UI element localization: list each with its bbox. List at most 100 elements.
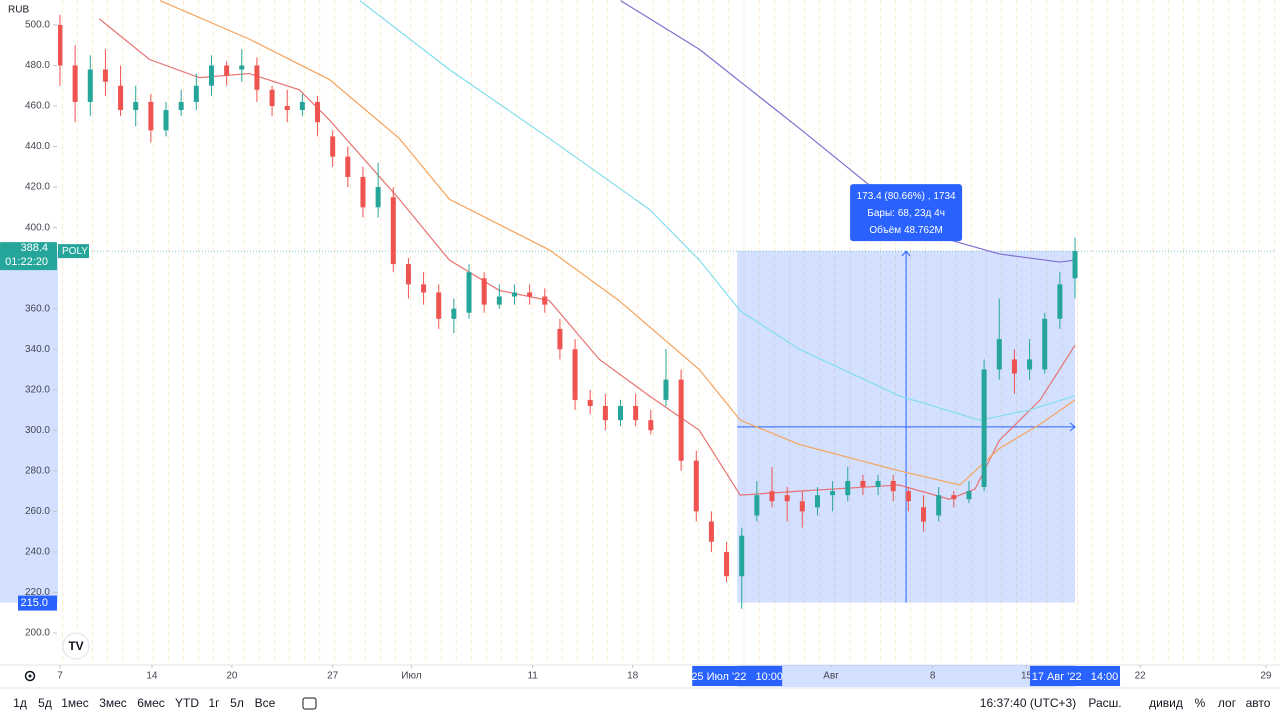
candle-body: [496, 296, 502, 305]
candle-body: [481, 278, 487, 305]
candle-body: [845, 480, 851, 496]
scale-option[interactable]: лог: [1218, 696, 1237, 710]
scale-option[interactable]: %: [1195, 696, 1206, 710]
measure-v-arrow: [901, 250, 911, 257]
plot: [58, 0, 1275, 609]
measure-text: 173.4 (80.66%) , 1734: [857, 191, 956, 202]
candle-body: [72, 65, 78, 102]
countdown: 01:22:20: [5, 256, 48, 268]
y-tick-label: 280.0: [25, 465, 50, 476]
candle-body: [436, 292, 442, 319]
candle-body: [1027, 359, 1033, 370]
candle-body: [239, 65, 245, 70]
x-tick-label: 29: [1260, 671, 1272, 682]
candle-body: [663, 379, 669, 400]
candle-body: [572, 349, 578, 400]
candle-body: [284, 106, 290, 111]
candle-body: [784, 495, 790, 502]
y-tick-label: 300.0: [25, 425, 50, 436]
settings-icon[interactable]: [24, 670, 36, 682]
candle-body: [315, 101, 321, 123]
time-tag: [1030, 666, 1121, 686]
currency[interactable]: RUB: [8, 5, 29, 16]
candle-body: [1072, 251, 1078, 279]
time-tag-label: 17 Авг '22 14:00: [1032, 671, 1119, 683]
candle-body: [602, 405, 608, 421]
measure-h-arrow: [1069, 422, 1076, 432]
moving-average: [359, 0, 1076, 421]
low-label: 215.0: [20, 597, 48, 609]
x-tick-label: Июл: [401, 671, 421, 682]
x-tick-label: 11: [527, 671, 538, 682]
x-tick-label: 18: [627, 671, 639, 682]
candle-body: [587, 399, 593, 406]
candle-body: [269, 89, 275, 107]
y-tick-label: 480.0: [25, 60, 50, 71]
candle-body: [830, 491, 836, 496]
scale-option[interactable]: авто: [1246, 696, 1271, 710]
scale-option[interactable]: дивид: [1149, 696, 1183, 710]
range-button[interactable]: 6мес: [137, 696, 165, 710]
candle-body: [58, 24, 63, 66]
candle-body: [178, 101, 184, 111]
x-tick-label: 22: [1135, 671, 1147, 682]
y-tick-label: 320.0: [25, 384, 50, 395]
y-tick-label: 220.0: [25, 587, 50, 598]
candle-body: [390, 197, 396, 265]
measure-text: Бары: 68, 23д 4ч: [867, 208, 945, 219]
y-tick-label: 400.0: [25, 222, 50, 233]
candle-body: [921, 507, 927, 522]
replay-icon[interactable]: [302, 697, 317, 710]
x-tick-label: 14: [146, 671, 158, 682]
symbol-tag: [58, 244, 89, 259]
range-button[interactable]: Все: [255, 696, 276, 710]
candle-body: [451, 308, 457, 319]
candle-body: [814, 495, 820, 508]
candle-body: [1011, 359, 1017, 374]
range-button[interactable]: 5д: [38, 696, 52, 710]
candle-body: [981, 369, 987, 488]
candle-body: [542, 296, 548, 305]
candle-body: [345, 156, 351, 177]
candle-body: [951, 495, 957, 500]
measure-tooltip: [850, 184, 963, 242]
candle-body: [299, 101, 305, 111]
range-button[interactable]: 3мес: [99, 696, 127, 710]
range-button[interactable]: 1г: [208, 696, 220, 710]
y-tick-label: 440.0: [25, 141, 50, 152]
range-button[interactable]: 1мес: [61, 696, 89, 710]
symbol: POLY: [62, 246, 88, 257]
candle-body: [360, 176, 366, 208]
candle-body: [799, 501, 805, 512]
last-price-tag: [0, 242, 57, 271]
candle-body: [724, 551, 730, 577]
range-button[interactable]: YTD: [175, 696, 199, 710]
candle-body: [527, 292, 533, 297]
candle-body: [648, 420, 654, 431]
last-price-label: 388.4: [20, 242, 48, 254]
time-highlight: [737, 665, 1076, 687]
candle-body: [996, 339, 1002, 370]
axis-highlight: [0, 251, 58, 603]
candle-body: [405, 264, 411, 285]
candle-body: [693, 460, 699, 512]
candle-body: [739, 535, 745, 577]
y-tick-label: 240.0: [25, 547, 50, 558]
candle-body: [148, 101, 154, 131]
candle-body: [375, 187, 381, 208]
candle-body: [193, 85, 199, 102]
candle-body: [102, 69, 108, 82]
session-breaks: [58, 0, 1275, 665]
candle-body: [890, 480, 896, 492]
candle-body: [875, 480, 881, 488]
range-button[interactable]: 1д: [13, 696, 27, 710]
candle-body: [511, 292, 517, 297]
candle-body: [905, 491, 911, 502]
candle-body: [708, 521, 714, 542]
range-button[interactable]: 5л: [230, 696, 244, 710]
x-tick-label: 27: [327, 671, 339, 682]
session[interactable]: Расш.: [1088, 696, 1121, 710]
clock[interactable]: 16:37:40 (UTC+3): [980, 696, 1076, 710]
moving-average: [98, 18, 1076, 500]
